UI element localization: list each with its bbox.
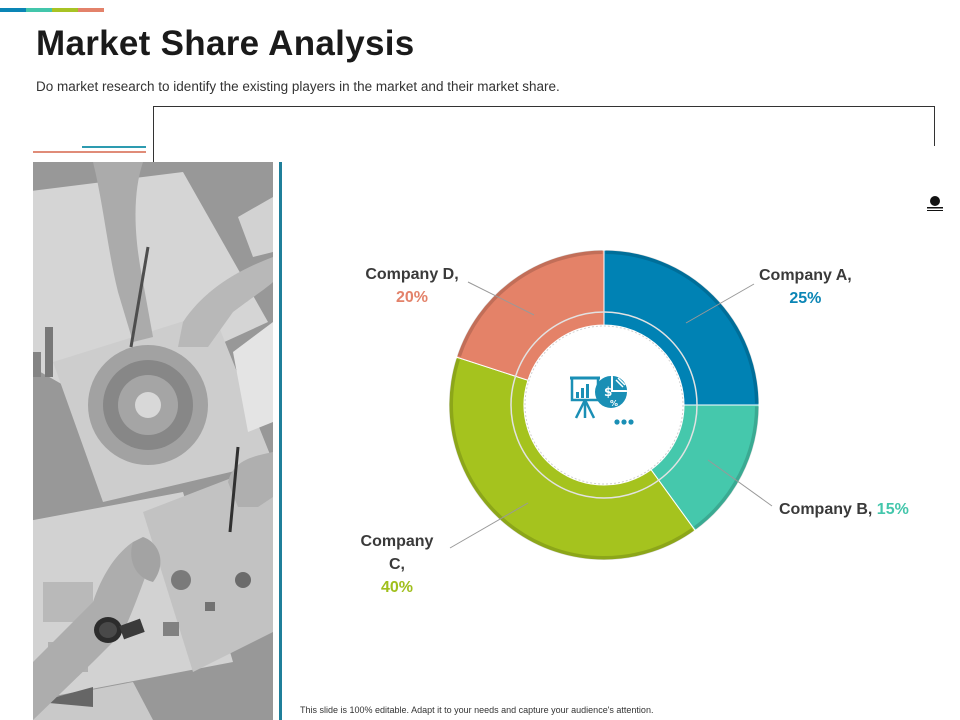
accent-bar — [0, 8, 104, 12]
label-company-b-value: 15% — [876, 501, 909, 518]
user-icon — [927, 196, 943, 211]
chart-label-company-a: Company A, 25% — [759, 264, 852, 310]
accent-segment-green — [52, 8, 78, 12]
label-company-c-name: Company C, — [360, 533, 434, 574]
donut-slice-company-a — [603, 249, 760, 406]
label-company-d-name: Company D, — [365, 266, 459, 283]
leader-line-company-d — [467, 281, 535, 316]
svg-text:%: % — [610, 399, 618, 408]
chart-label-company-d: Company D, 20% — [359, 263, 465, 309]
page-title: Market Share Analysis — [36, 24, 415, 63]
svg-text:$: $ — [604, 385, 612, 399]
presentation-board-pie-icon: $ % — [570, 376, 634, 425]
photo-illustration — [33, 162, 273, 720]
label-company-d-value: 20% — [395, 289, 429, 307]
leader-line-company-b — [707, 459, 773, 507]
page-subtitle: Do market research to identify the exist… — [36, 79, 560, 94]
donut-slice-company-c — [448, 356, 696, 561]
donut-rim-company-a — [605, 250, 759, 404]
donut-slice-company-d — [455, 249, 605, 381]
label-company-c-value: 40% — [380, 579, 414, 597]
label-company-a-name: Company A, — [759, 267, 852, 284]
footer-note: This slide is 100% editable. Adapt it to… — [300, 705, 654, 715]
office-desk-photo — [33, 162, 273, 720]
donut-inner-ring — [510, 311, 698, 499]
chart-label-company-b: Company B, 15% — [779, 498, 909, 521]
vertical-divider — [279, 162, 282, 720]
donut-rim-company-b — [693, 406, 759, 530]
label-company-b-name: Company B, — [779, 501, 873, 518]
decor-line-teal — [82, 146, 146, 148]
frame-line-right — [934, 106, 935, 146]
donut-slice-company-b — [650, 404, 760, 532]
accent-segment-teal — [26, 8, 52, 12]
donut-center — [524, 325, 684, 485]
frame-line-left — [153, 106, 154, 162]
decor-line-coral — [33, 151, 146, 153]
donut-rim-company-c — [449, 358, 694, 560]
frame-line-top — [153, 106, 935, 107]
chart-label-company-c: Company C, 40% — [351, 530, 443, 600]
leader-line-company-c — [449, 502, 529, 549]
accent-segment-coral — [78, 8, 104, 12]
label-company-a-value: 25% — [789, 290, 822, 308]
donut-rim-company-d — [457, 250, 603, 357]
accent-segment-blue — [0, 8, 26, 12]
leader-line-company-a — [685, 283, 755, 324]
